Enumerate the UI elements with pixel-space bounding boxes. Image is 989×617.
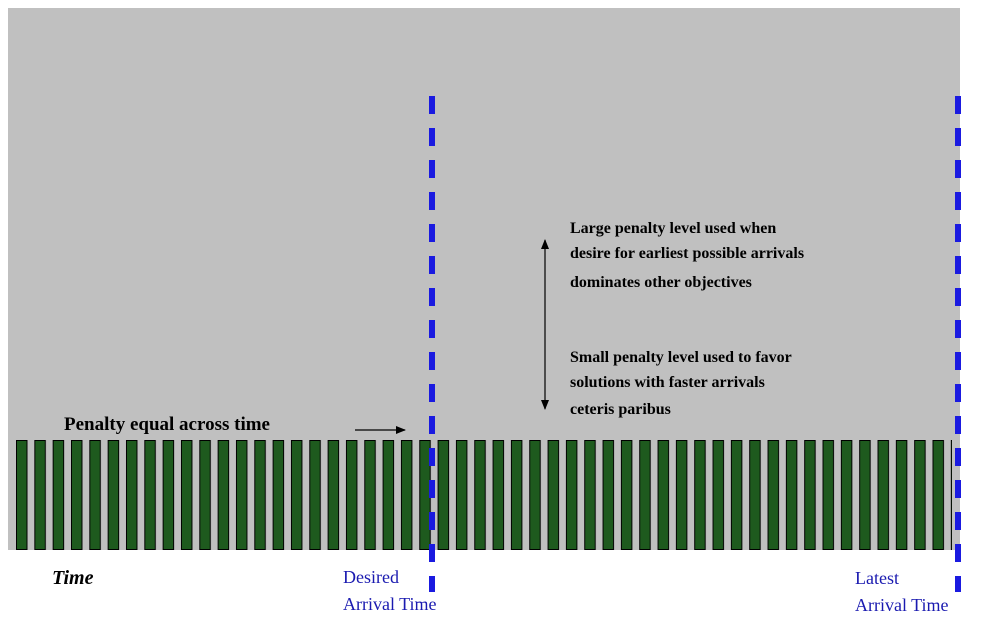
annotation-line: desire for earliest possible arrivals — [570, 245, 804, 262]
penalty-bars — [16, 440, 952, 550]
annotation: Penalty equal across time — [64, 414, 270, 435]
marker-label: Arrival Time — [343, 594, 437, 614]
marker-label: Desired — [343, 567, 399, 587]
annotation-line: Large penalty level used when — [570, 220, 776, 237]
annotation-line: Small penalty level used to favor — [570, 349, 792, 366]
annotation-line: dominates other objectives — [570, 274, 752, 291]
marker-label: Latest — [855, 568, 899, 588]
annotation-line: ceteris paribus — [570, 401, 671, 418]
axis-label: Time — [52, 567, 94, 589]
marker-label: Arrival Time — [855, 595, 949, 615]
annotation-line: solutions with faster arrivals — [570, 374, 765, 391]
